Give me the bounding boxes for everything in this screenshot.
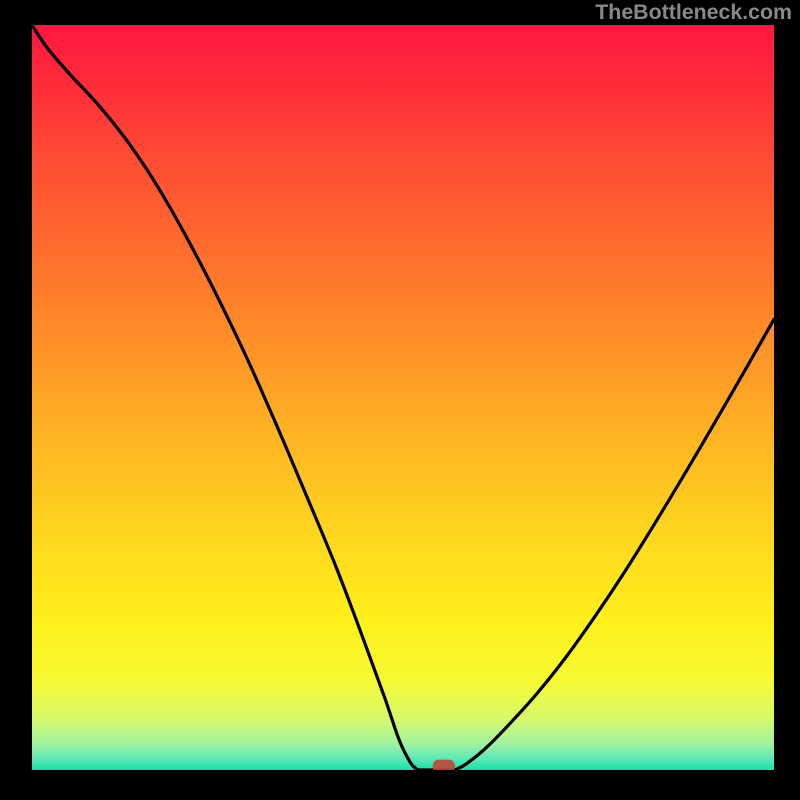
plot-area xyxy=(32,25,774,770)
curve-layer xyxy=(32,25,774,770)
bottleneck-curve xyxy=(32,25,774,770)
chart-root: TheBottleneck.com xyxy=(0,0,800,800)
watermark-text: TheBottleneck.com xyxy=(595,0,792,25)
marker-point xyxy=(433,760,455,770)
